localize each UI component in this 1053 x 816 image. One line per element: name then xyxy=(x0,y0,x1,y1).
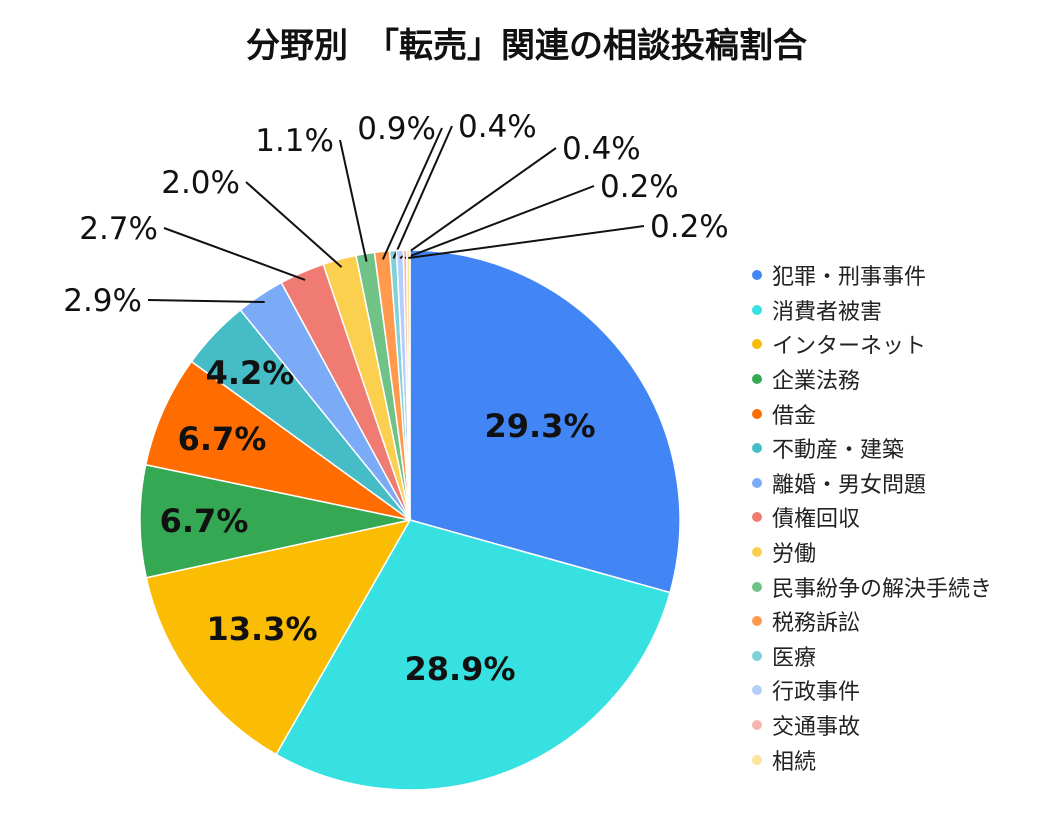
pie-slice xyxy=(409,249,681,594)
data-label: 0.4% xyxy=(562,131,641,167)
leader-line xyxy=(163,227,306,281)
legend-label: 医療 xyxy=(772,645,817,671)
leader-line xyxy=(147,299,265,304)
pie-slice xyxy=(144,360,411,521)
legend-item: 企業法務 xyxy=(752,362,992,397)
legend-item: 民事紛争の解決手続き xyxy=(752,569,992,604)
legend-label: 交通事故 xyxy=(772,715,861,741)
legend: 犯罪・刑事事件 消費者被害インターネット 企業法務借金不動産・建築 離婚・男女問題 債権… xyxy=(752,258,992,777)
pie-slice xyxy=(139,463,411,579)
legend-label: 債権回収 xyxy=(772,507,861,533)
data-label: 6.7% xyxy=(178,420,267,458)
legend-item: 医療 xyxy=(752,639,992,674)
pie-slice xyxy=(405,249,411,521)
legend-item: 不動産・建築 xyxy=(752,431,992,466)
chart-title: 分野別 「転売」関連の相談投稿割合 xyxy=(246,26,807,66)
pie-slice xyxy=(145,518,412,756)
data-label: 0.2% xyxy=(650,209,729,245)
data-label: 1.1% xyxy=(255,123,334,159)
legend-marker xyxy=(752,616,762,627)
legend-marker xyxy=(752,408,762,419)
pie-slice xyxy=(275,519,671,791)
leader-line xyxy=(392,125,453,259)
legend-label: インターネット xyxy=(772,334,927,360)
legend-marker xyxy=(752,512,762,523)
legend-item: インターネット xyxy=(752,327,992,362)
legend-label: 相続 xyxy=(772,749,817,775)
legend-item: 行政事件 xyxy=(752,673,992,708)
legend-marker xyxy=(752,720,762,731)
legend-marker xyxy=(752,374,762,385)
legend-label: 行政事件 xyxy=(772,680,861,706)
legend-item: 離婚・男女問題 xyxy=(752,466,992,501)
legend-label: 企業法務 xyxy=(772,369,861,395)
legend-item: 借金 xyxy=(752,396,992,431)
legend-label: 借金 xyxy=(772,403,817,429)
data-label: 0.9% xyxy=(357,111,436,147)
data-label: 0.4% xyxy=(458,109,537,145)
legend-item: 労働 xyxy=(752,535,992,570)
legend-marker xyxy=(752,581,762,592)
legend-label: 消費者被害 xyxy=(772,299,883,325)
leader-line xyxy=(408,225,645,260)
data-label: 6.7% xyxy=(160,502,249,540)
data-label: 2.0% xyxy=(161,165,240,201)
legend-label: 労働 xyxy=(772,542,817,568)
legend-label: 税務訴訟 xyxy=(772,611,861,637)
legend-item: 犯罪・刑事事件 xyxy=(752,258,992,293)
legend-label: 民事紛争の解決手続き xyxy=(772,576,993,602)
legend-marker xyxy=(752,339,762,350)
legend-item: 相続 xyxy=(752,742,992,777)
legend-label: 不動産・建築 xyxy=(772,438,905,464)
data-label: 29.3% xyxy=(484,407,595,445)
legend-item: 消費者被害 xyxy=(752,293,992,328)
legend-marker xyxy=(752,547,762,558)
leader-line xyxy=(245,181,343,268)
data-label: 28.9% xyxy=(404,650,515,688)
legend-marker xyxy=(752,685,762,696)
legend-item: 債権回収 xyxy=(752,500,992,535)
leader-line xyxy=(404,185,595,259)
leader-line xyxy=(339,139,368,262)
leader-line xyxy=(381,127,443,260)
data-label: 2.7% xyxy=(79,211,158,247)
legend-marker xyxy=(752,754,762,765)
legend-marker xyxy=(752,650,762,661)
legend-label: 犯罪・刑事事件 xyxy=(772,265,927,291)
data-label: 2.9% xyxy=(63,283,142,319)
legend-marker xyxy=(752,443,762,454)
legend-marker xyxy=(752,304,762,315)
data-label: 4.2% xyxy=(206,354,295,392)
legend-item: 税務訴訟 xyxy=(752,604,992,639)
leader-line xyxy=(399,147,557,260)
legend-item: 交通事故 xyxy=(752,708,992,743)
legend-marker xyxy=(752,477,762,488)
legend-label: 離婚・男女問題 xyxy=(772,472,927,498)
data-label: 0.2% xyxy=(600,169,679,205)
legend-marker xyxy=(752,270,762,281)
data-label: 13.3% xyxy=(206,610,317,648)
